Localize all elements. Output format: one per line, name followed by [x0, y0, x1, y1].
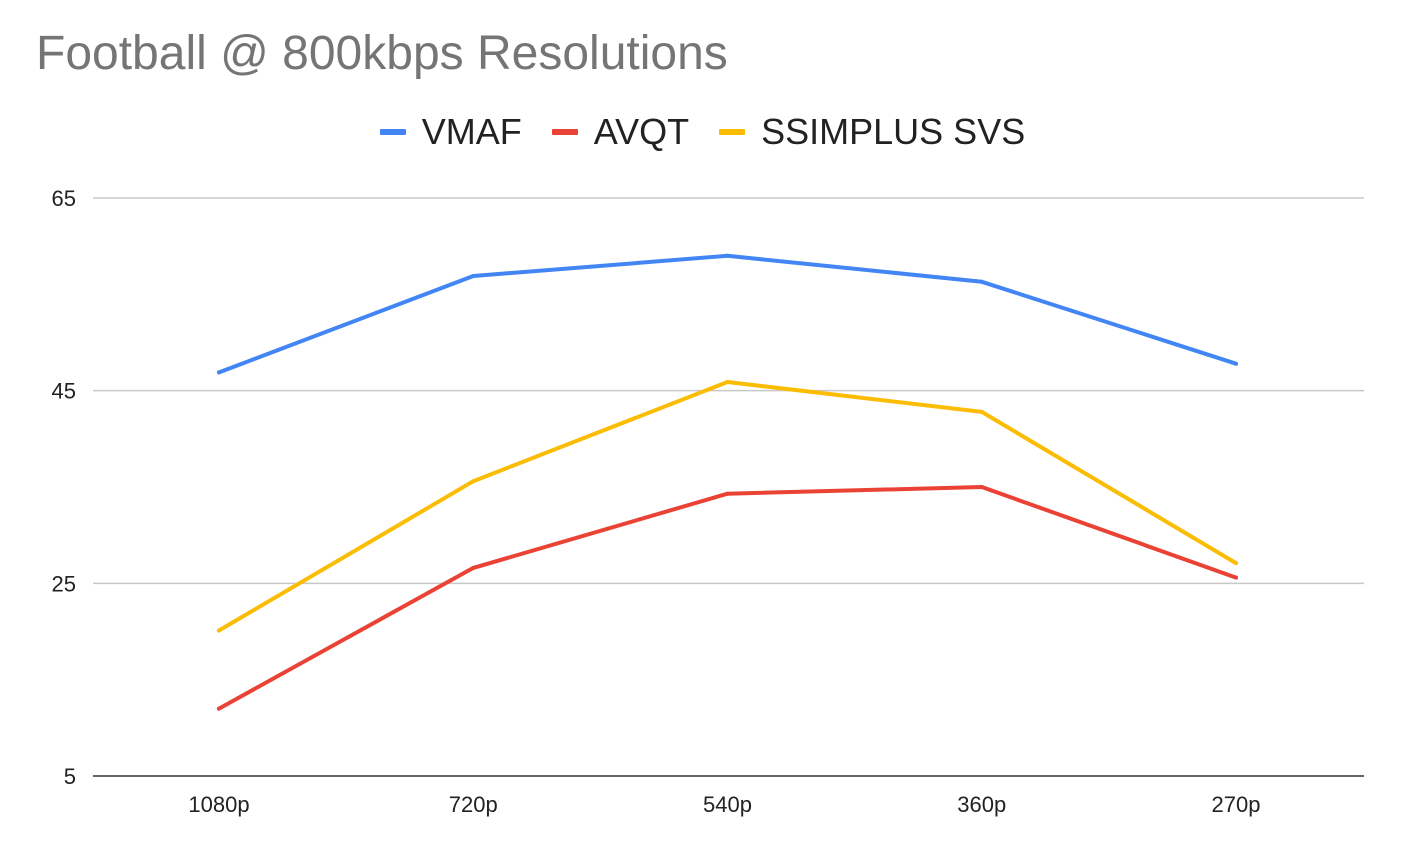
legend-swatch-vmaf — [379, 129, 406, 135]
data-point-avqt-360p — [979, 485, 984, 489]
data-point-ssimplus-svs-1080p — [217, 628, 221, 633]
x-tick-label-720p: 720p — [449, 792, 498, 817]
x-tick-label-270p: 270p — [1212, 792, 1261, 817]
data-point-vmaf-540p — [725, 253, 730, 258]
data-point-vmaf-360p — [979, 279, 984, 284]
data-point-vmaf-720p — [471, 274, 476, 279]
data-point-avqt-540p — [725, 491, 730, 496]
legend-swatch-ssimplus-svs — [719, 129, 746, 135]
series-line-ssimplus-svs — [217, 380, 1238, 633]
legend-item-ssimplus-svs[interactable]: SSIMPLUS SVS — [719, 111, 1025, 153]
legend-item-avqt[interactable]: AVQT — [551, 111, 690, 153]
legend-item-vmaf[interactable]: VMAF — [379, 111, 522, 153]
legend-label-vmaf: VMAF — [421, 111, 522, 152]
y-tick-label-45: 45 — [52, 379, 76, 404]
x-tick-label-1080p: 1080p — [188, 792, 249, 817]
data-point-ssimplus-svs-540p — [725, 379, 730, 384]
y-tick-label-5: 5 — [64, 764, 76, 789]
series-line-vmaf — [217, 253, 1238, 375]
x-tick-label-540p: 540p — [703, 792, 752, 817]
y-tick-label-25: 25 — [52, 571, 76, 596]
data-point-ssimplus-svs-270p — [1234, 561, 1238, 566]
data-point-vmaf-1080p — [217, 370, 221, 375]
legend: VMAF AVQT SSIMPLUS SVS — [0, 110, 1405, 154]
data-point-vmaf-270p — [1234, 361, 1238, 366]
legend-label-ssimplus-svs: SSIMPLUS SVS — [761, 111, 1026, 152]
data-point-avqt-1080p — [217, 706, 221, 711]
series-line-avqt — [217, 485, 1238, 711]
chart-title: Football @ 800kbps Resolutions — [36, 27, 728, 80]
legend-label-avqt: AVQT — [593, 111, 690, 152]
data-point-avqt-720p — [471, 565, 476, 570]
data-point-ssimplus-svs-720p — [471, 479, 476, 484]
x-tick-label-360p: 360p — [957, 792, 1006, 817]
y-tick-label-65: 65 — [52, 186, 76, 211]
data-point-ssimplus-svs-360p — [979, 409, 984, 414]
legend-swatch-avqt — [551, 129, 578, 135]
data-point-avqt-270p — [1234, 575, 1238, 580]
